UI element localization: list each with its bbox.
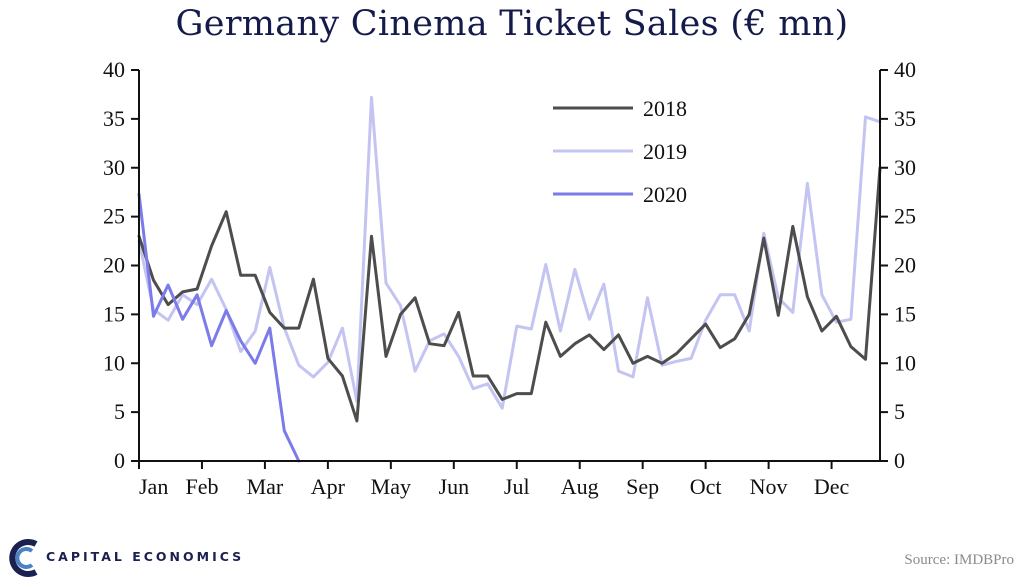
left-tick-label: 30 [103,155,125,180]
right-tick-label: 20 [894,253,916,278]
x-tick-label-mar: Mar [247,474,284,499]
logo-c-icon [9,539,38,577]
x-tick-label-sep: Sep [626,474,659,499]
left-tick-label: 35 [103,106,125,131]
series-line-2019 [137,95,882,410]
source-note: Source: IMDBPro [904,552,1014,568]
x-tick-label-nov: Nov [750,474,788,499]
right-tick-label: 35 [894,106,916,131]
x-tick-label-jan: Jan [139,474,168,499]
x-tick-label-jul: Jul [504,474,530,499]
left-tick-label: 40 [103,57,125,82]
left-tick-label: 25 [103,204,125,229]
x-tick-label-may: May [371,474,411,499]
left-tick-label: 10 [103,350,125,375]
logo-text: CAPITAL ECONOMICS [46,549,245,564]
x-tick-label-dec: Dec [814,474,850,499]
right-tick-label: 5 [894,399,905,424]
capital-economics-logo: CAPITAL ECONOMICS [6,536,241,580]
x-tick-label-oct: Oct [690,474,722,499]
right-tick-label: 25 [894,204,916,229]
chart-title: Germany Cinema Ticket Sales (€ mn) [175,4,849,44]
legend-label-2020: 2020 [643,182,687,207]
right-tick-label: 10 [894,350,916,375]
x-tick-label-apr: Apr [311,474,346,499]
series-line-2018 [137,166,882,423]
right-tick-label: 15 [894,301,916,326]
legend: 2018 2019 2020 [553,96,687,207]
legend-label-2018: 2018 [643,96,687,121]
left-tick-label: 15 [103,301,125,326]
series-line-2020 [137,192,301,463]
left-tick-label: 5 [114,399,125,424]
x-tick-label-feb: Feb [185,474,218,499]
left-tick-label: 20 [103,253,125,278]
left-tick-label: 0 [114,448,125,473]
series-lines [137,95,882,463]
right-tick-label: 0 [894,448,905,473]
x-tick-label-jun: Jun [439,474,470,499]
right-tick-label: 30 [894,155,916,180]
right-tick-label: 40 [894,57,916,82]
legend-label-2019: 2019 [643,139,687,164]
x-tick-label-aug: Aug [561,474,599,499]
